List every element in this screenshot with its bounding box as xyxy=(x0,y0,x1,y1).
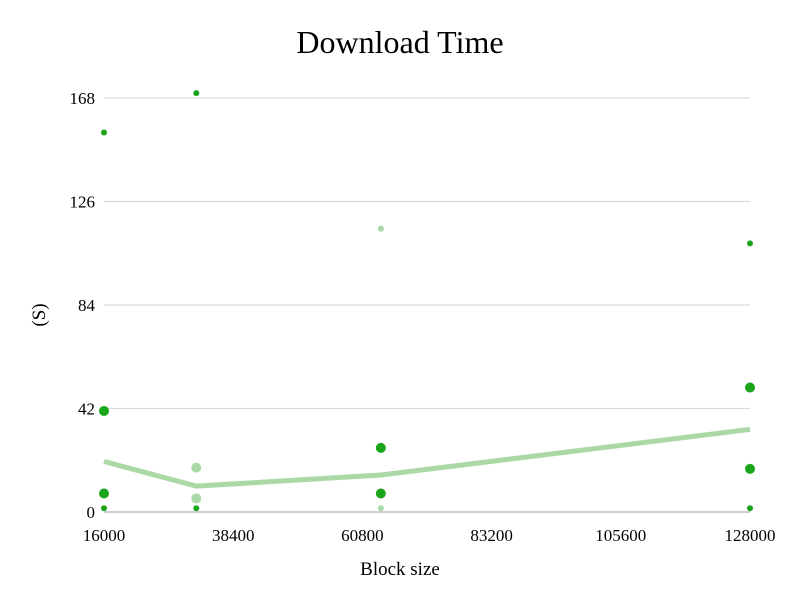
chart-title: Download Time xyxy=(296,24,503,60)
scatter-point xyxy=(191,462,202,473)
scatter-point xyxy=(101,505,107,512)
y-tick-label: 0 xyxy=(87,503,96,522)
x-tick-label: 16000 xyxy=(83,526,126,545)
x-tick-label: 60800 xyxy=(341,526,384,545)
x-tick-label: 105600 xyxy=(595,526,646,545)
scatter-point xyxy=(375,488,386,499)
trend-line xyxy=(103,426,751,489)
scatter-point xyxy=(745,463,755,474)
gridlines xyxy=(104,97,750,513)
scatter-point xyxy=(375,442,386,453)
scatter-point xyxy=(101,129,107,136)
scatter-points xyxy=(99,90,755,512)
y-axis-tick-labels: 0 42 84 126 168 xyxy=(70,89,96,522)
scatter-point xyxy=(193,505,200,512)
y-tick-label: 168 xyxy=(70,89,96,108)
y-tick-label: 42 xyxy=(78,400,95,419)
y-axis-title: (S) xyxy=(29,303,50,326)
scatter-point xyxy=(745,382,755,393)
scatter-point xyxy=(377,225,384,232)
scatter-point xyxy=(377,505,384,512)
x-axis-title: Block size xyxy=(360,559,440,580)
scatter-point xyxy=(747,505,753,512)
scatter-point xyxy=(99,488,109,499)
x-tick-label: 38400 xyxy=(212,526,255,545)
y-tick-label: 84 xyxy=(78,296,96,315)
scatter-point xyxy=(747,240,753,247)
trend-line-layer xyxy=(103,426,751,489)
x-axis-tick-labels: 16000 38400 60800 83200 105600 128000 xyxy=(83,526,776,545)
scatter-point xyxy=(99,405,109,416)
scatter-point xyxy=(193,90,200,97)
y-tick-label: 126 xyxy=(70,193,96,212)
scatter-point xyxy=(191,493,202,504)
x-tick-label: 83200 xyxy=(470,526,513,545)
x-tick-label: 128000 xyxy=(725,526,776,545)
